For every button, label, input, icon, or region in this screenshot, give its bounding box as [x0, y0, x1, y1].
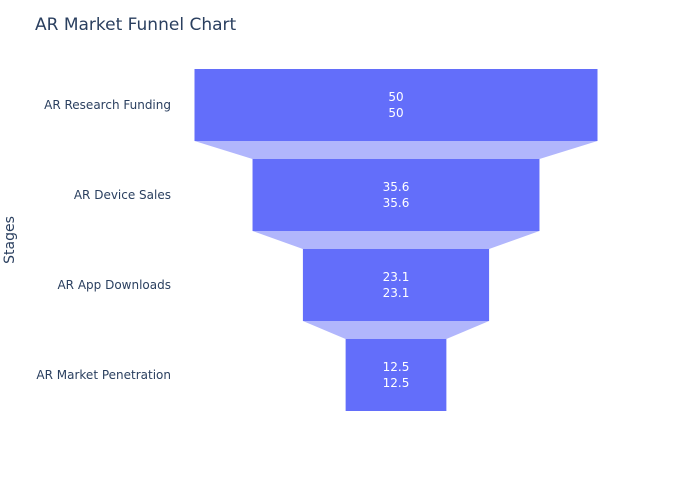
connector-group: [194, 141, 598, 339]
chart-title: AR Market Funnel Chart: [35, 15, 236, 35]
funnel-connector-1: [194, 141, 598, 159]
funnel-bar-ar-device-sales: [252, 159, 540, 231]
category-tick-ar-app-downloads: AR App Downloads: [57, 278, 171, 292]
funnel-bar-ar-app-downloads: [302, 249, 490, 321]
data-label-value-ar-research-funding: 50: [388, 90, 403, 104]
data-label-repeat-ar-market-penetration: 12.5: [383, 376, 410, 390]
category-tick-ar-market-penetration: AR Market Penetration: [36, 368, 171, 382]
data-label-repeat-ar-research-funding: 50: [388, 106, 403, 120]
data-label-value-ar-market-penetration: 12.5: [383, 360, 410, 374]
funnel-bar-ar-market-penetration: [345, 339, 447, 411]
data-label-repeat-ar-app-downloads: 23.1: [383, 286, 410, 300]
category-tick-ar-research-funding: AR Research Funding: [44, 98, 171, 112]
data-label-value-ar-device-sales: 35.6: [383, 180, 410, 194]
data-label-repeat-ar-device-sales: 35.6: [383, 196, 410, 210]
funnel-connector-2: [252, 231, 540, 249]
funnel-bars: [194, 69, 598, 411]
y-axis-title: Stages: [2, 216, 18, 264]
data-label-value-ar-app-downloads: 23.1: [383, 270, 410, 284]
funnel-connector-3: [302, 321, 490, 339]
funnel-bar-ar-research-funding: [194, 69, 598, 141]
category-tick-ar-device-sales: AR Device Sales: [74, 188, 171, 202]
category-axis: AR Research Funding AR Device Sales AR App…: [36, 98, 171, 382]
data-labels: 50 50 35.6 35.6 23.1 23.1 12.5 12.5: [383, 90, 410, 390]
